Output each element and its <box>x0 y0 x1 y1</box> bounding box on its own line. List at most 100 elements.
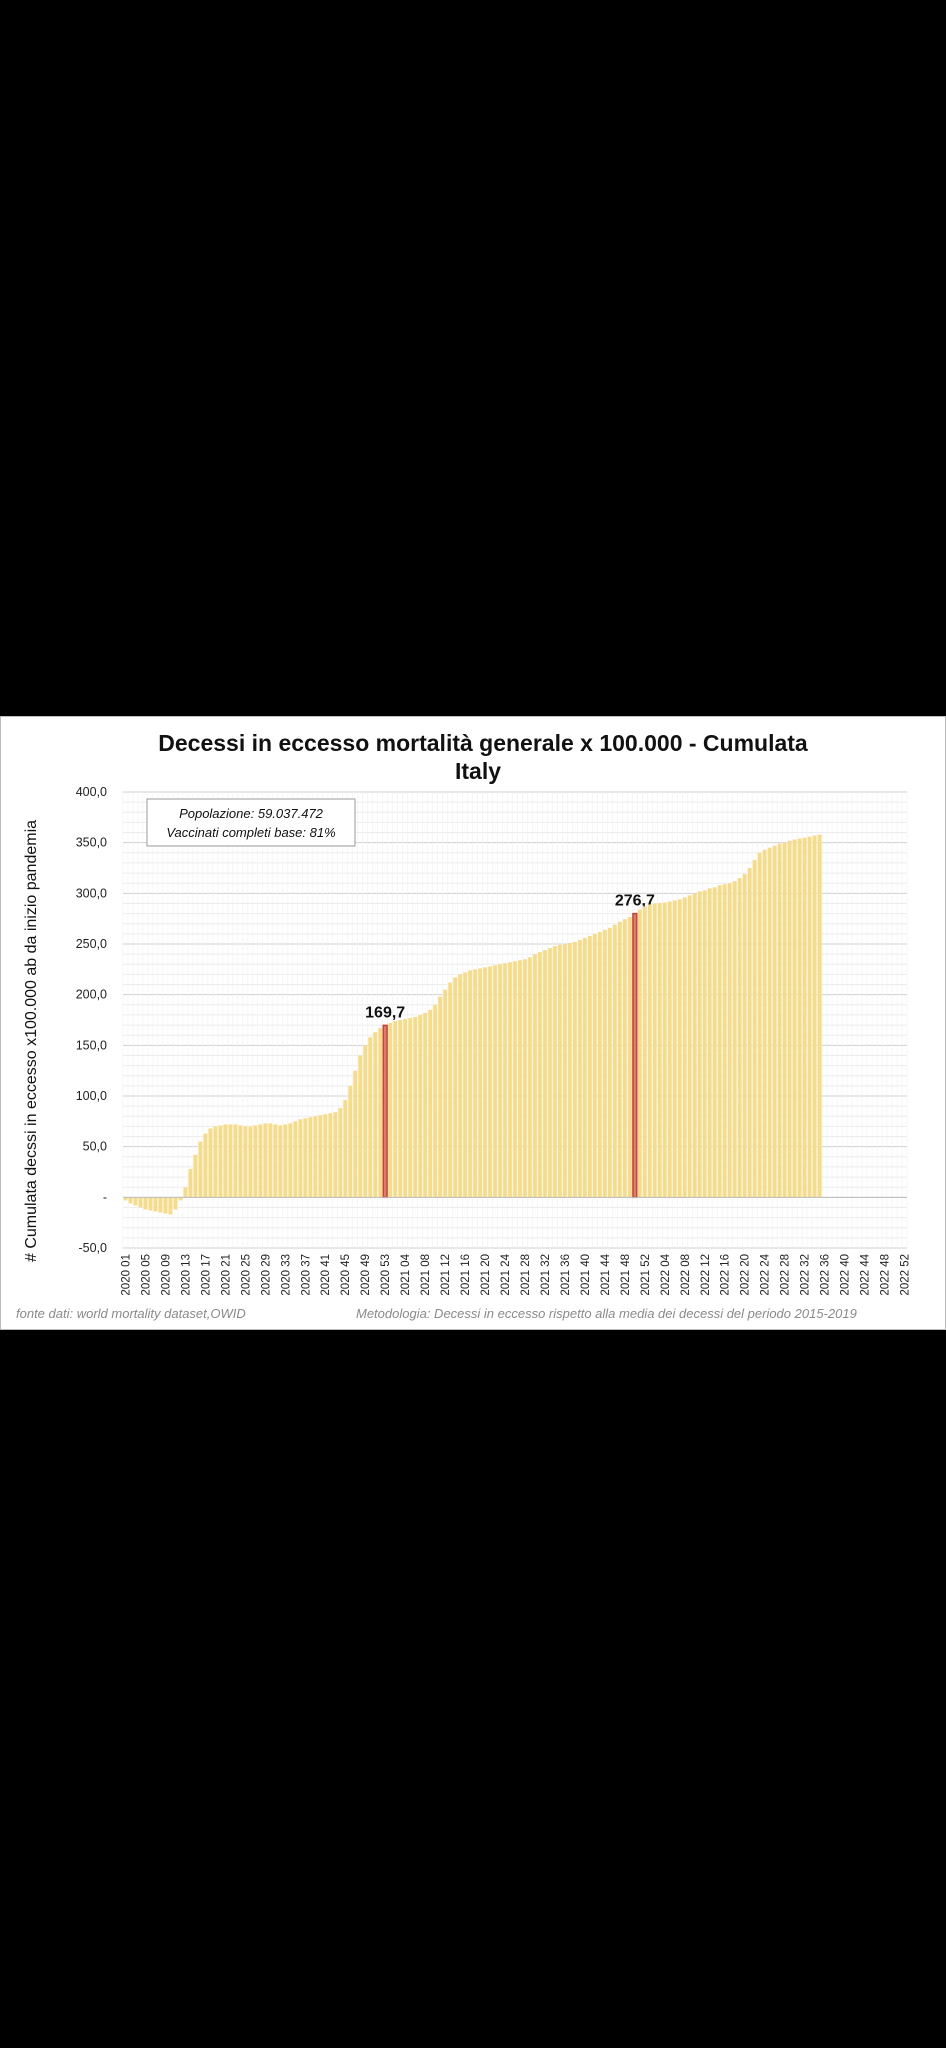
annotation-box: Popolazione: 59.037.472 Vaccinati comple… <box>146 798 356 847</box>
bar <box>248 1126 253 1198</box>
y-tick-label: 200,0 <box>76 988 107 1002</box>
bar <box>787 840 792 1198</box>
x-tick-label: 2022 52 <box>900 1254 912 1296</box>
bar <box>408 1017 413 1198</box>
bar <box>298 1119 303 1198</box>
bar <box>503 963 507 1198</box>
x-tick-label: 2021 24 <box>500 1253 512 1295</box>
bar <box>578 939 582 1198</box>
bar <box>473 969 477 1198</box>
x-tick-label: 2020 29 <box>260 1254 272 1296</box>
bar <box>692 893 697 1198</box>
bar <box>772 845 777 1198</box>
chart-panel: Decessi in eccesso mortalità generale x … <box>0 716 946 1330</box>
bar <box>273 1124 278 1198</box>
x-tick-label: 2022 40 <box>840 1254 852 1296</box>
bar <box>622 919 627 1198</box>
x-tick-label: 2021 32 <box>540 1254 552 1296</box>
bar <box>293 1121 298 1198</box>
x-tick-label: 2020 33 <box>280 1254 292 1296</box>
bar <box>478 968 482 1198</box>
bar <box>213 1126 218 1198</box>
bar <box>353 1070 358 1198</box>
y-tick-label: 50,0 <box>83 1140 107 1154</box>
bar <box>183 1187 188 1198</box>
bar <box>697 891 702 1198</box>
bar <box>737 878 742 1198</box>
bar <box>563 944 567 1198</box>
bar <box>428 1009 433 1198</box>
x-tick-label: 2020 17 <box>200 1254 212 1296</box>
bar <box>807 836 812 1198</box>
x-tick-label: 2022 04 <box>660 1253 672 1295</box>
bar <box>393 1021 398 1198</box>
bar <box>548 948 552 1198</box>
x-tick-label: 2021 44 <box>600 1253 612 1295</box>
bar <box>458 974 462 1198</box>
bar <box>188 1168 193 1198</box>
bar <box>368 1037 373 1198</box>
bar <box>373 1032 378 1198</box>
bar <box>418 1014 423 1198</box>
x-tick-label: 2020 09 <box>160 1254 172 1296</box>
chart-title: Decessi in eccesso mortalità generale x … <box>158 730 808 756</box>
bar <box>253 1125 258 1198</box>
bar <box>308 1117 313 1198</box>
x-tick-label: 2022 16 <box>720 1254 732 1296</box>
bar <box>173 1197 178 1210</box>
bar <box>398 1020 403 1198</box>
bar <box>727 883 732 1198</box>
x-tick-label: 2020 53 <box>380 1254 392 1296</box>
bar <box>702 890 707 1198</box>
bar <box>523 959 527 1198</box>
bar <box>468 970 472 1198</box>
x-tick-label: 2020 25 <box>240 1254 252 1296</box>
x-tick-label: 2020 45 <box>340 1254 352 1296</box>
bar <box>338 1108 343 1198</box>
x-tick-label: 2020 49 <box>360 1254 372 1296</box>
bar <box>288 1123 293 1198</box>
bar <box>647 904 652 1198</box>
bar <box>223 1124 228 1198</box>
x-tick-label: 2022 20 <box>740 1254 752 1296</box>
bar <box>333 1112 338 1198</box>
x-tick-label: 2020 37 <box>300 1254 312 1296</box>
x-tick-label: 2021 52 <box>640 1254 652 1296</box>
bar <box>363 1045 368 1198</box>
x-tick-label: 2021 12 <box>440 1254 452 1296</box>
footer-source: fonte dati: world mortality dataset,OWID <box>16 1306 246 1321</box>
bar <box>732 881 737 1198</box>
bar <box>687 895 692 1198</box>
x-tick-label: 2020 21 <box>220 1254 232 1296</box>
bar <box>568 942 572 1198</box>
bar <box>448 982 452 1198</box>
axes: 400,0 350,0 300,0 250,0 200,0 150,0 100,0 50,0 -… <box>76 785 912 1296</box>
bar <box>657 902 662 1198</box>
bar-highlight <box>632 912 638 1199</box>
bar <box>218 1125 223 1198</box>
x-tick-label: 2021 40 <box>580 1254 592 1296</box>
x-tick-label: 2022 08 <box>680 1254 692 1296</box>
bar <box>423 1012 428 1198</box>
bar <box>553 946 557 1198</box>
bar <box>682 897 687 1198</box>
bar <box>662 902 667 1198</box>
bar <box>518 960 522 1198</box>
bar <box>198 1141 203 1198</box>
bar <box>722 884 727 1198</box>
y-axis-label: # Cumulata decssi in eccesso x100.000 ab… <box>23 820 40 1262</box>
x-tick-label: 2022 36 <box>820 1254 832 1296</box>
y-tick-label: - <box>103 1190 107 1204</box>
bar <box>747 868 752 1198</box>
bar <box>178 1197 183 1201</box>
x-tick-label: 2021 04 <box>400 1253 412 1295</box>
bar <box>323 1114 328 1198</box>
x-tick-label: 2021 28 <box>520 1254 532 1296</box>
bar <box>558 945 562 1198</box>
bar <box>203 1133 208 1198</box>
bar <box>593 933 597 1198</box>
y-tick-label: 350,0 <box>76 836 107 850</box>
y-tick-label: -50,0 <box>79 1241 108 1255</box>
bar <box>378 1028 383 1198</box>
bar <box>303 1118 308 1198</box>
